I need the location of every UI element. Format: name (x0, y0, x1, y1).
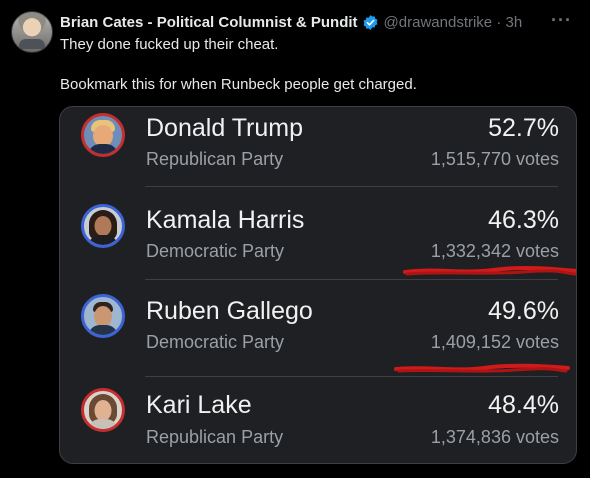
author-handle-time[interactable]: @drawandstrike · 3h (383, 13, 523, 31)
author-avatar[interactable] (11, 11, 53, 53)
candidate-votes: 1,515,770 votes (430, 149, 559, 169)
row-divider (145, 186, 558, 187)
result-row: Donald Trump Republican Party 52.7% 1,51… (60, 107, 576, 197)
candidate-party: Republican Party (146, 427, 284, 447)
candidate-party: Republican Party (146, 149, 284, 169)
candidate-party: Democratic Party (146, 332, 285, 352)
election-results-image[interactable]: Donald Trump Republican Party 52.7% 1,51… (59, 106, 577, 464)
candidate-percent: 48.4% (488, 391, 559, 419)
tweet-header: Brian Cates - Political Columnist & Pund… (60, 12, 522, 32)
candidate-votes: 1,409,152 votes (430, 332, 559, 352)
candidate-name: Ruben Gallego (146, 297, 313, 325)
more-options-icon[interactable]: ··· (551, 10, 572, 30)
result-row: Kari Lake Republican Party 48.4% 1,374,8… (60, 373, 576, 463)
candidate-party: Democratic Party (146, 241, 285, 261)
candidate-photo-trump (81, 113, 125, 157)
candidate-name: Donald Trump (146, 114, 304, 142)
result-row: Kamala Harris Democratic Party 46.3% 1,3… (60, 187, 576, 280)
candidate-votes: 1,374,836 votes (430, 427, 559, 447)
candidate-name: Kamala Harris (146, 206, 305, 234)
candidate-photo-harris (81, 204, 125, 248)
verified-badge-icon (363, 14, 377, 30)
candidate-percent: 52.7% (488, 114, 559, 142)
red-underline-annotation (394, 363, 570, 373)
row-divider (145, 376, 558, 377)
author-name[interactable]: Brian Cates - Political Columnist & Pund… (60, 13, 358, 31)
candidate-votes: 1,332,342 votes (430, 241, 559, 261)
candidate-photo-gallego (81, 294, 125, 338)
candidate-percent: 49.6% (488, 297, 559, 325)
result-row: Ruben Gallego Democratic Party 49.6% 1,4… (60, 280, 576, 377)
candidate-photo-lake (81, 388, 125, 432)
row-divider (145, 279, 558, 280)
tweet-text: They done fucked up their cheat. Bookmar… (60, 36, 417, 93)
candidate-name: Kari Lake (146, 391, 252, 419)
red-underline-annotation (403, 266, 576, 276)
candidate-percent: 46.3% (488, 206, 559, 234)
